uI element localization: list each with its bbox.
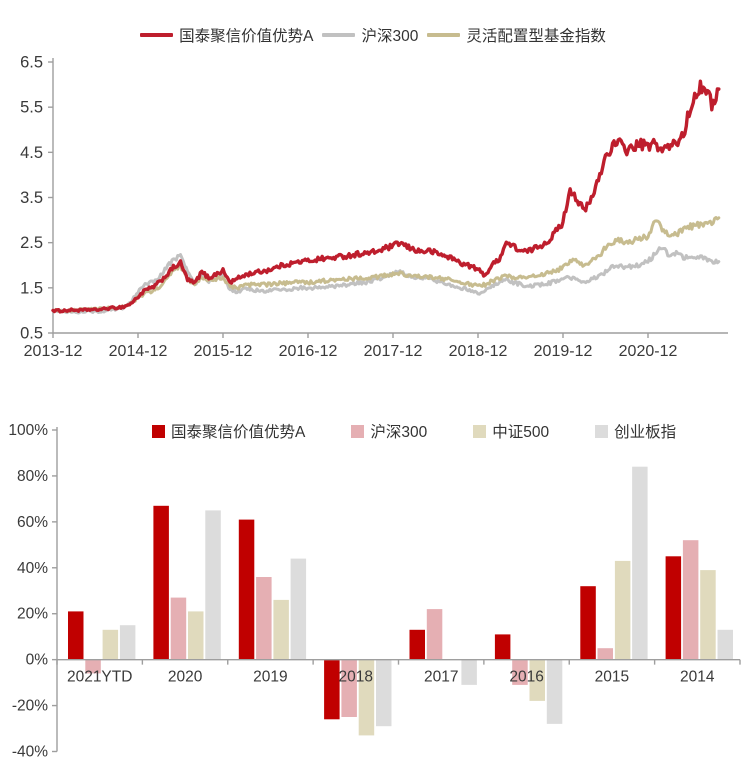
- bar-2021YTD-series-3: [119, 625, 136, 660]
- bar-2018-series-0: [324, 659, 340, 720]
- line-series-0: [51, 79, 721, 314]
- hs300-line-label: 沪深300: [361, 28, 419, 45]
- x-tick-label: 2016-12: [279, 343, 338, 360]
- bar-2021YTD-series-1: [85, 659, 101, 674]
- bar-2019-series-3: [290, 558, 307, 660]
- bar-2021YTD-series-2: [102, 629, 119, 660]
- csi500-bar-swatch: [473, 424, 487, 438]
- bar-2015-series-1: [597, 648, 613, 660]
- fund-line-label: 国泰聚信价值优势A: [179, 28, 314, 45]
- bar-2018-series-1: [341, 659, 357, 717]
- fund-bar-swatch: [152, 424, 165, 438]
- bar-2017-series-0: [409, 629, 425, 660]
- bar-2021YTD-series-0: [68, 611, 84, 660]
- y-tick-label: 60%: [17, 514, 48, 531]
- category-label-2017: 2017: [424, 669, 458, 686]
- x-tick-label: 2018-12: [449, 343, 508, 360]
- bar-2020-series-0: [153, 505, 169, 660]
- line-chart-legend: 国泰聚信价值优势A 沪深300 灵活配置型基金指数: [0, 24, 746, 46]
- bar-2019-series-2: [273, 599, 289, 660]
- y-tick-label: 3.5: [20, 189, 43, 207]
- y-tick-label: 2.5: [20, 234, 43, 252]
- legend-item-fund-line: 国泰聚信价值优势A: [140, 24, 313, 46]
- bar-2015-series-0: [580, 586, 596, 660]
- bar-2017-series-1: [426, 609, 443, 660]
- x-tick-label: 2017-12: [364, 343, 423, 360]
- y-tick-label: 80%: [17, 468, 48, 485]
- fund-bar-label: 国泰聚信价值优势A: [171, 424, 306, 441]
- bar-2014-series-0: [665, 556, 682, 660]
- x-tick-label: 2014-12: [109, 343, 168, 360]
- chinext-bar-label: 创业板指: [614, 424, 677, 441]
- y-tick-label: -20%: [12, 698, 48, 715]
- bar-2018-series-3: [376, 659, 392, 727]
- category-label-2018: 2018: [339, 669, 373, 686]
- bar-2014-series-3: [717, 629, 733, 660]
- y-tick-label: 0.5: [20, 325, 43, 343]
- line-series-1: [51, 246, 721, 315]
- bar-2014-series-1: [682, 540, 699, 660]
- y-tick-label: 40%: [17, 560, 48, 577]
- category-label-2019: 2019: [253, 669, 287, 686]
- csi500-bar-label: 中证500: [492, 424, 550, 441]
- legend-item-hs300-line: 沪深300: [322, 24, 418, 46]
- category-label-2015: 2015: [595, 669, 629, 686]
- y-tick-label: 6.5: [20, 54, 43, 72]
- line-series-2: [51, 216, 721, 313]
- x-tick-label: 2019-12: [534, 343, 593, 360]
- x-tick-label: 2015-12: [194, 343, 253, 360]
- y-tick-label: 1.5: [20, 279, 43, 297]
- bar-2020-series-1: [170, 597, 187, 660]
- bar-2015-series-3: [632, 466, 648, 660]
- category-label-2020: 2020: [168, 669, 203, 686]
- y-tick-label: -40%: [12, 744, 48, 761]
- bar-2015-series-2: [614, 560, 631, 660]
- chinext-bar-swatch: [595, 424, 609, 438]
- hs300-bar-swatch: [351, 424, 365, 438]
- bar-2014-series-2: [700, 570, 716, 660]
- bar-2018-series-2: [358, 659, 375, 736]
- bar-2016-series-1: [512, 659, 528, 685]
- legend-item-fund-bar: 国泰聚信价值优势A: [152, 420, 305, 442]
- y-tick-label: 5.5: [20, 99, 43, 117]
- legend-item-chinext-bar: 创业板指: [595, 420, 676, 442]
- hs300-bar-label: 沪深300: [370, 424, 428, 441]
- bar-2016-series-0: [494, 634, 511, 660]
- x-tick-label: 2013-12: [24, 343, 83, 360]
- flexfund-line-label: 灵活配置型基金指数: [466, 28, 606, 45]
- bar-2019-series-0: [238, 519, 255, 660]
- bar-2019-series-1: [256, 577, 272, 660]
- flexfund-line-swatch: [427, 33, 461, 37]
- hs300-line-swatch: [322, 33, 356, 37]
- y-tick-label: 0%: [26, 652, 49, 669]
- bar-2017-series-3: [461, 659, 477, 685]
- fund-line-swatch: [140, 33, 174, 37]
- annual-returns-bar-chart: 100% 80% 60% 40% 20% 0% -20% -40% 2021YTD 2020 201…: [8, 422, 741, 761]
- bar-2020-series-2: [188, 611, 204, 660]
- bar-2016-series-3: [546, 659, 563, 724]
- y-tick-label: 4.5: [20, 144, 43, 162]
- bar-2020-series-3: [205, 510, 221, 660]
- category-label-2016: 2016: [509, 669, 543, 686]
- legend-item-hs300-bar: 沪深300: [351, 420, 427, 442]
- category-label-2014: 2014: [680, 669, 715, 686]
- bar-2016-series-2: [529, 659, 545, 701]
- bar-chart-legend: 国泰聚信价值优势A 沪深300 中证500 创业板指: [152, 420, 676, 442]
- legend-item-flexfund-line: 灵活配置型基金指数: [427, 24, 606, 46]
- legend-item-csi500-bar: 中证500: [473, 420, 549, 442]
- y-tick-label: 100%: [8, 422, 48, 439]
- x-tick-label: 2020-12: [619, 343, 678, 360]
- y-tick-label: 20%: [17, 606, 48, 623]
- category-label-2021YTD: 2021YTD: [67, 669, 132, 686]
